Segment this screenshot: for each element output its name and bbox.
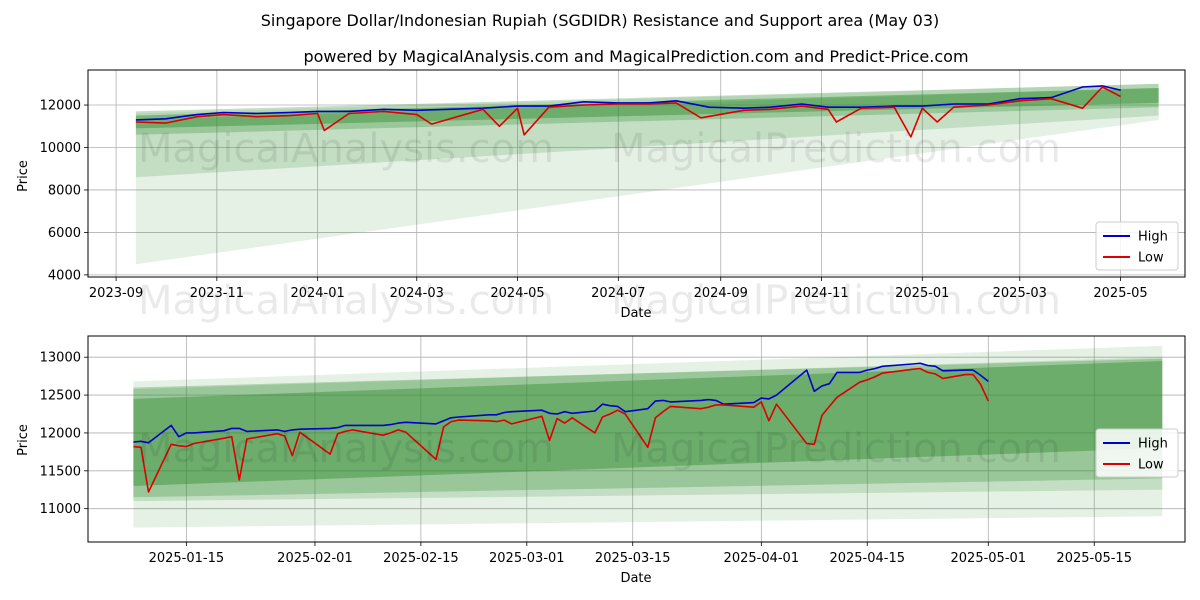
watermark-analysis-top: MagicalAnalysis.com [138, 126, 554, 172]
x-tick-label: 2025-03-01 [489, 551, 565, 566]
legend: High Low [1095, 428, 1179, 478]
series-line-low [135, 86, 1121, 138]
y-tick-label: 8000 [48, 183, 81, 198]
x-tick-label: 2023-09 [89, 286, 143, 301]
series-line-high [133, 362, 989, 444]
x-tick-label: 2025-01-15 [149, 551, 225, 566]
y-tick-label: 4000 [48, 268, 81, 283]
x-tick-label: 2025-01 [895, 286, 949, 301]
bottom-x-axis-label: Date [620, 571, 651, 586]
bottom-y-axis-label: Price [16, 424, 31, 456]
x-tick-label: 2024-11 [794, 286, 848, 301]
y-tick-label: 11500 [40, 464, 81, 479]
y-tick-label: 12500 [40, 389, 81, 404]
x-tick-label: 2023-11 [190, 286, 244, 301]
bottom-panel: 2025-01-15 2025-02-01 2025-02-15 2025-03-01… [40, 335, 1186, 566]
watermark-prediction-bottom: MagicalPrediction.com [611, 426, 1061, 472]
axes-frame [87, 69, 1186, 278]
watermark-prediction-top: MagicalPrediction.com [611, 126, 1061, 172]
chart-subtitle: powered by MagicalAnalysis.com and Magic… [303, 47, 968, 66]
top-panel: 2023-09 2023-11 2024-01 2024-03 2024-05 2024-… [40, 69, 1186, 301]
x-tick-label: 2025-05-15 [1056, 551, 1132, 566]
series-line-high [135, 85, 1121, 121]
support-resistance-band [135, 83, 1159, 135]
y-tick-label: 13000 [40, 351, 81, 366]
legend-label-high: High [1138, 230, 1168, 245]
support-resistance-band [133, 358, 1163, 498]
watermark-analysis-mid: MagicalAnalysis.com [138, 278, 554, 324]
support-resistance-band [133, 345, 1163, 528]
x-tick-label: 2025-02-15 [383, 551, 459, 566]
x-tick-label: 2025-03-15 [595, 551, 671, 566]
x-tick-label: 2025-05 [1093, 286, 1147, 301]
plot-area [133, 345, 1163, 528]
chart-title: Singapore Dollar/Indonesian Rupiah (SGDI… [261, 11, 940, 30]
series-line-low [133, 367, 990, 493]
x-tick-label: 2024-07 [591, 286, 645, 301]
plot-area [135, 83, 1159, 265]
x-tick-label: 2024-09 [694, 286, 748, 301]
support-resistance-band [133, 361, 1163, 486]
support-resistance-band [135, 83, 1159, 265]
watermark-analysis-bottom: MagicalAnalysis.com [138, 426, 554, 472]
axes-frame [87, 335, 1186, 543]
x-tick-label: 2025-05-01 [951, 551, 1027, 566]
support-resistance-band [135, 88, 1159, 178]
x-tick-label: 2025-04-15 [829, 551, 905, 566]
support-resistance-band [133, 357, 1163, 502]
y-tick-label: 12000 [40, 426, 81, 441]
top-x-axis-label: Date [620, 306, 651, 321]
watermark-prediction-mid: MagicalPrediction.com [611, 278, 1061, 324]
y-tick-label: 12000 [40, 99, 81, 114]
y-tick-label: 11000 [40, 502, 81, 517]
x-tick-label: 2024-05 [490, 286, 544, 301]
y-tick-label: 10000 [40, 141, 81, 156]
legend: High Low [1095, 221, 1179, 271]
support-resistance-band [135, 88, 1159, 129]
legend-label-low: Low [1138, 458, 1164, 473]
legend-label-high: High [1138, 437, 1168, 452]
x-tick-label: 2024-01 [290, 286, 344, 301]
x-tick-label: 2025-03 [993, 286, 1047, 301]
legend-label-low: Low [1138, 251, 1164, 266]
x-tick-label: 2025-04-01 [724, 551, 800, 566]
x-tick-label: 2025-02-01 [277, 551, 353, 566]
top-y-axis-label: Price [16, 160, 31, 192]
x-tick-label: 2024-03 [390, 286, 444, 301]
y-tick-label: 6000 [48, 226, 81, 241]
